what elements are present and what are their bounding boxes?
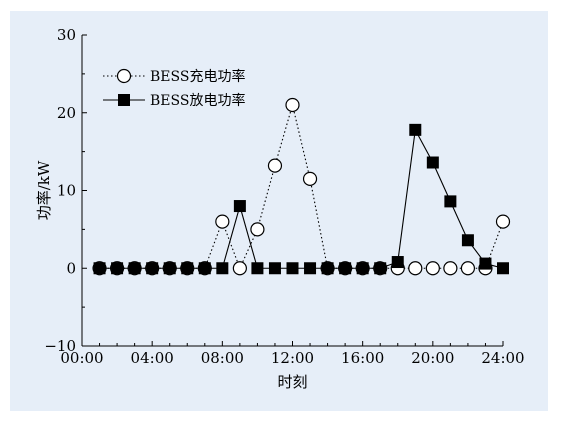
circle-point bbox=[460, 261, 476, 276]
x-tick-label: 04:00 bbox=[131, 349, 174, 367]
circle-point bbox=[302, 171, 318, 186]
square-point bbox=[181, 262, 194, 275]
series-0 bbox=[92, 97, 511, 276]
square-point bbox=[163, 262, 176, 275]
x-tick-label: 00:00 bbox=[60, 349, 103, 367]
x-tick-label: 24:00 bbox=[481, 349, 524, 367]
square-point bbox=[111, 262, 124, 275]
square-point bbox=[497, 262, 509, 275]
series-line bbox=[99, 102, 504, 270]
legend: BESS充电功率 BESS放电功率 bbox=[103, 68, 245, 109]
x-tick-label: 08:00 bbox=[201, 349, 244, 367]
legend-label: BESS充电功率 bbox=[150, 68, 245, 85]
square-point bbox=[426, 156, 439, 169]
square-point bbox=[339, 262, 352, 275]
square-point bbox=[321, 262, 334, 275]
square-point bbox=[479, 257, 492, 270]
square-point bbox=[146, 262, 159, 275]
y-axis-title: 功率/kW bbox=[35, 160, 53, 220]
square-point bbox=[391, 256, 404, 269]
legend-square-marker bbox=[118, 94, 130, 106]
square-point bbox=[268, 262, 281, 275]
circle-point bbox=[250, 222, 265, 237]
square-point bbox=[304, 262, 317, 275]
square-point bbox=[356, 262, 369, 275]
series-line bbox=[99, 128, 504, 269]
legend-circle-marker bbox=[116, 68, 132, 84]
circle-point bbox=[285, 97, 300, 113]
square-point bbox=[93, 262, 106, 275]
series-1 bbox=[93, 123, 509, 275]
x-tick-label: 16:00 bbox=[341, 349, 384, 367]
circle-point bbox=[215, 214, 230, 229]
circle-point bbox=[443, 261, 458, 276]
series-layer bbox=[92, 97, 511, 276]
square-point bbox=[286, 262, 299, 275]
square-point bbox=[216, 262, 229, 275]
x-axis-title: 时刻 bbox=[277, 373, 307, 391]
x-tick-label: 12:00 bbox=[271, 349, 314, 367]
square-point bbox=[409, 123, 422, 136]
y-tick-label: −10 bbox=[44, 337, 76, 355]
legend-label: BESS放电功率 bbox=[150, 92, 245, 109]
square-point bbox=[233, 200, 246, 213]
circle-point bbox=[425, 261, 440, 276]
y-tick-label: 30 bbox=[57, 26, 76, 44]
y-tick-label: 20 bbox=[57, 104, 76, 122]
square-point bbox=[251, 262, 264, 275]
square-point bbox=[444, 195, 457, 208]
x-tick-label: 20:00 bbox=[411, 349, 454, 367]
square-point bbox=[198, 262, 211, 275]
y-tick-label: 0 bbox=[66, 259, 76, 277]
circle-point bbox=[408, 261, 423, 276]
square-point bbox=[128, 262, 141, 275]
square-point bbox=[374, 262, 387, 275]
circle-point bbox=[267, 158, 283, 173]
axes: −10 0 10 20 30 00:00 04:00 08:00 12:00 16:00 20:00… bbox=[44, 26, 524, 367]
circle-point bbox=[232, 261, 247, 276]
square-point bbox=[461, 234, 474, 247]
circle-point bbox=[495, 214, 511, 229]
y-tick-label: 10 bbox=[57, 182, 76, 200]
